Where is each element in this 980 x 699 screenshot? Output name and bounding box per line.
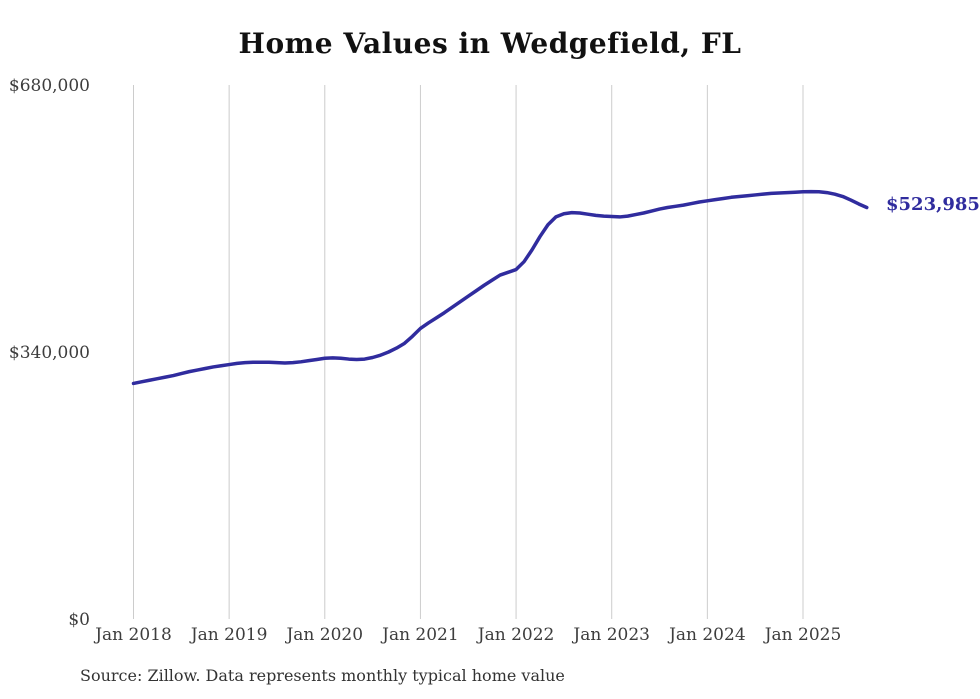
- x-tick-label: Jan 2018: [93, 625, 172, 645]
- latest-value-label: $523,985: [886, 194, 980, 215]
- y-tick-label: $0: [68, 610, 90, 630]
- x-tick-label: Jan 2022: [476, 625, 555, 645]
- x-tick-label: Jan 2024: [667, 625, 746, 645]
- x-tick-label: Jan 2021: [380, 625, 459, 645]
- y-tick-label: $340,000: [9, 343, 90, 363]
- x-tick-label: Jan 2025: [763, 625, 842, 645]
- chart-title: Home Values in Wedgefield, FL: [238, 27, 742, 60]
- x-tick-label: Jan 2020: [284, 625, 363, 645]
- x-tick-label: Jan 2023: [571, 625, 650, 645]
- home-value-line: [131, 189, 869, 386]
- y-tick-label: $680,000: [9, 76, 90, 96]
- source-note: Source: Zillow. Data represents monthly …: [80, 666, 565, 685]
- x-tick-label: Jan 2019: [189, 625, 268, 645]
